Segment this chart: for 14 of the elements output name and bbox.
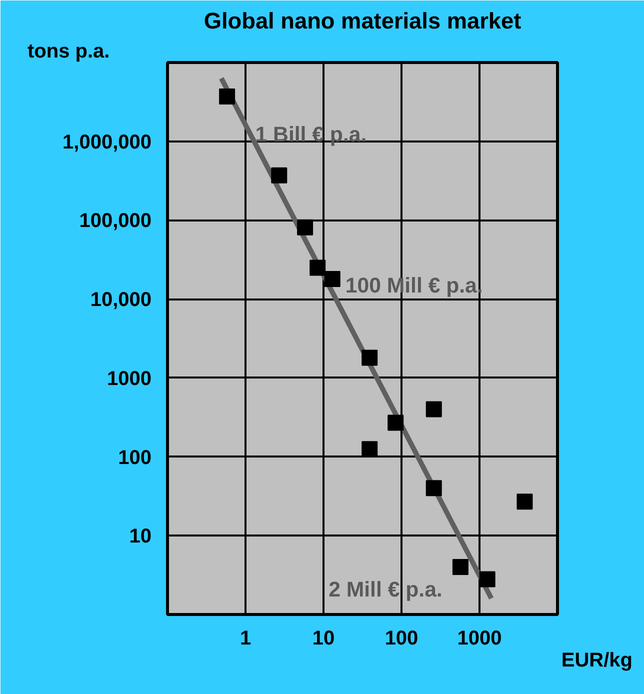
y-tick-label: 100 <box>118 446 152 469</box>
y-tick-label: 10 <box>129 526 152 548</box>
annotation: 2 Mill € p.a. <box>328 578 442 602</box>
y-tick-label: 1000 <box>107 368 152 390</box>
x-tick-label: 100 <box>384 628 418 650</box>
x-tick-label: 10 <box>312 628 335 650</box>
x-tick-label: 1 <box>240 628 252 650</box>
y-tick-label: 100,000 <box>79 210 152 232</box>
chart-title: Global nano materials market <box>204 8 522 34</box>
y-tick-label: 1,000,000 <box>62 131 152 154</box>
x-tick-label: 1000 <box>457 628 502 650</box>
y-tick-label: 10,000 <box>90 289 152 312</box>
x-axis-title: EUR/kg <box>561 650 632 672</box>
y-axis-title: tons p.a. <box>28 40 110 62</box>
